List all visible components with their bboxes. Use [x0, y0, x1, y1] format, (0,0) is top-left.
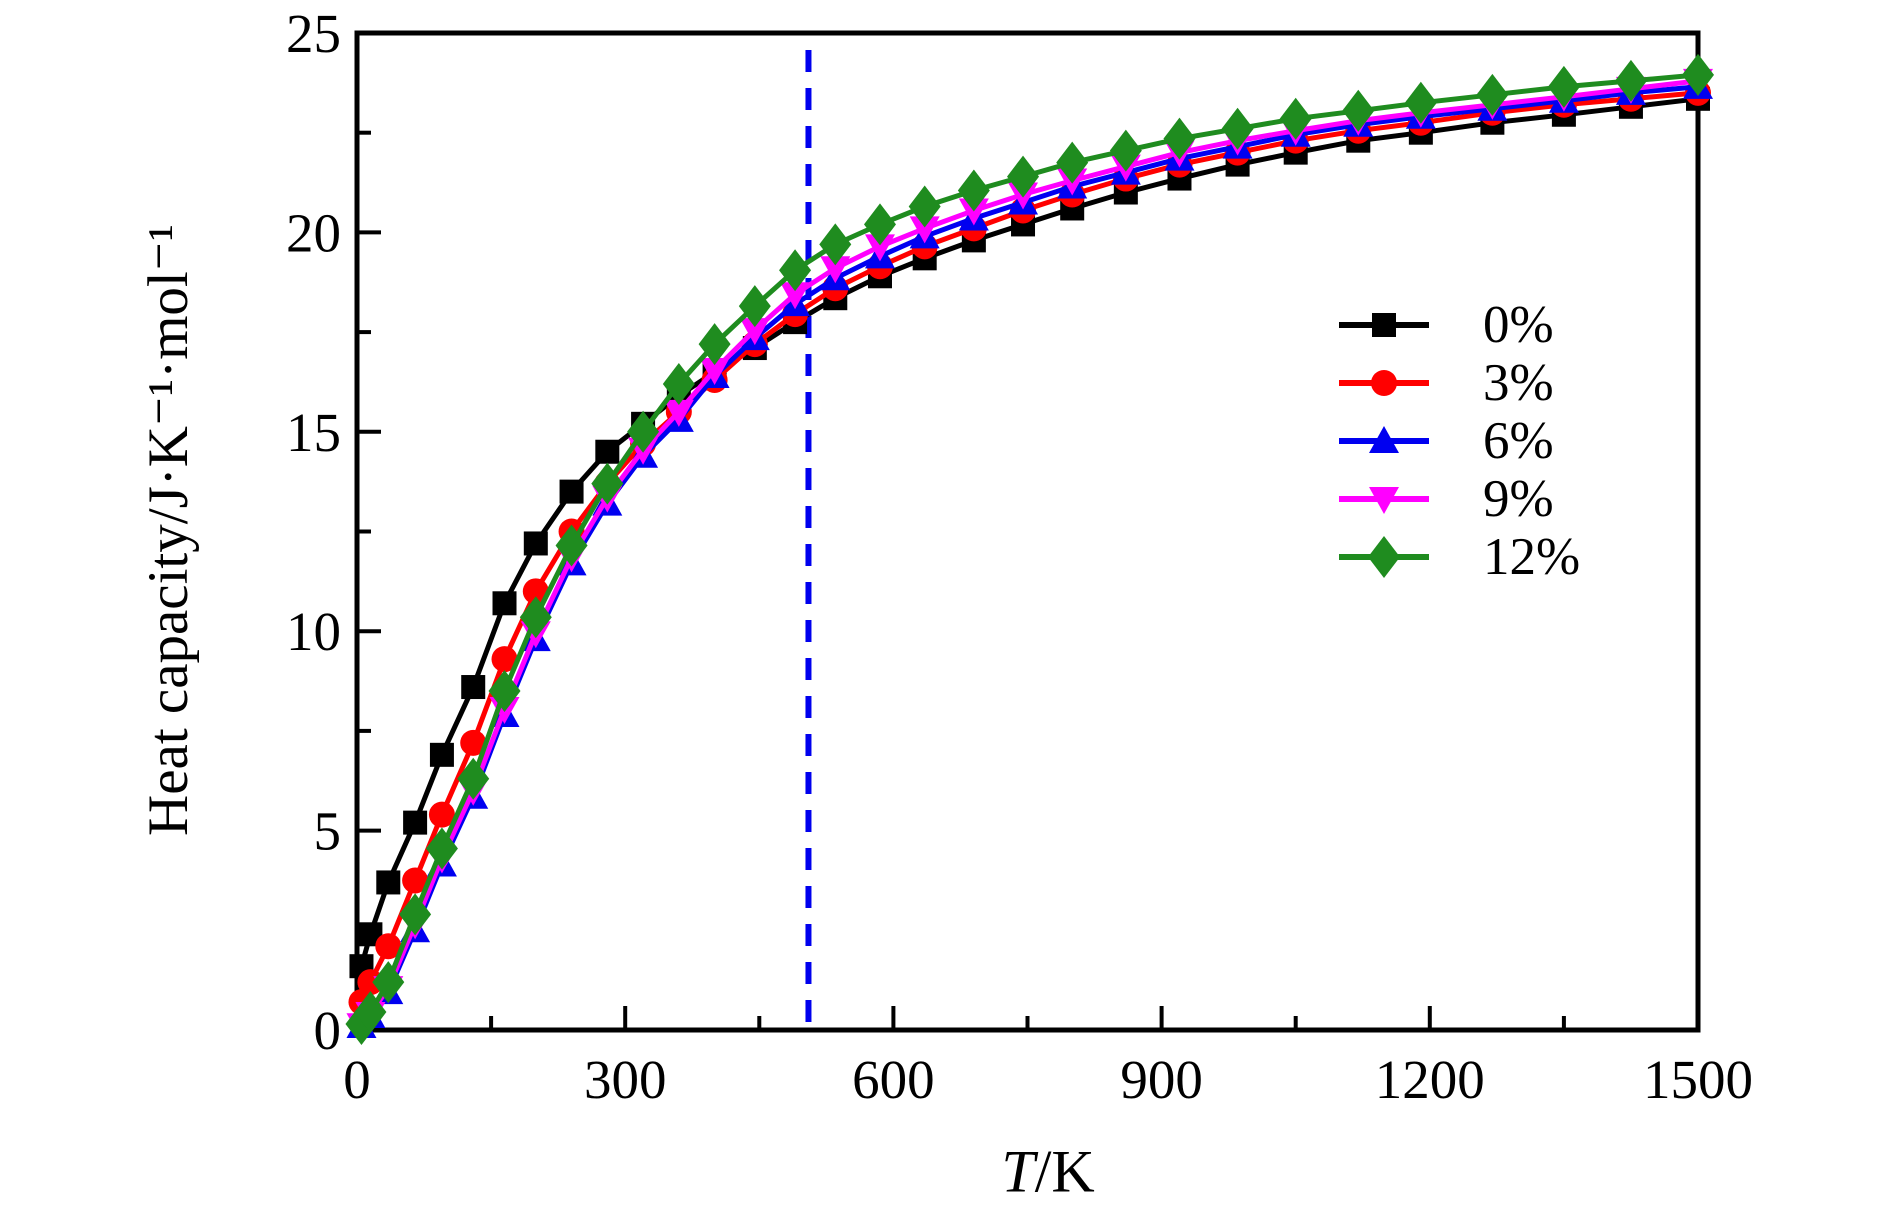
legend-triangle-up-marker-icon — [1337, 412, 1457, 470]
svg-text:900: 900 — [1120, 1049, 1203, 1110]
svg-text:1200: 1200 — [1375, 1049, 1485, 1110]
legend: 0% 3% 6% 9% 12% — [1337, 296, 1580, 586]
svg-text:300: 300 — [584, 1049, 667, 1110]
legend-triangle-down-marker-icon — [1337, 470, 1457, 528]
legend-label: 3% — [1483, 354, 1554, 412]
svg-text:25: 25 — [286, 3, 341, 64]
svg-text:10: 10 — [286, 601, 341, 662]
x-axis-title: T/K — [1001, 1138, 1094, 1207]
legend-item-3pct: 3% — [1337, 354, 1580, 412]
legend-label: 9% — [1483, 470, 1554, 528]
svg-text:15: 15 — [286, 402, 341, 463]
svg-text:600: 600 — [852, 1049, 935, 1110]
legend-label: 6% — [1483, 412, 1554, 470]
svg-text:0: 0 — [343, 1049, 371, 1110]
svg-text:1500: 1500 — [1643, 1049, 1753, 1110]
legend-item-12pct: 12% — [1337, 528, 1580, 586]
y-axis-title: Heat capacity/J·K⁻¹·mol⁻¹ — [137, 224, 200, 836]
legend-label: 12% — [1483, 528, 1581, 586]
svg-text:5: 5 — [314, 801, 342, 862]
legend-label: 0% — [1483, 296, 1554, 354]
legend-item-9pct: 9% — [1337, 470, 1580, 528]
svg-text:20: 20 — [286, 202, 341, 263]
legend-diamond-marker-icon — [1337, 528, 1457, 586]
x-axis-title-variable: T — [1001, 1138, 1035, 1205]
legend-item-6pct: 6% — [1337, 412, 1580, 470]
x-axis-title-unit: /K — [1034, 1138, 1095, 1205]
svg-text:0: 0 — [314, 1000, 342, 1061]
legend-item-0pct: 0% — [1337, 296, 1580, 354]
legend-square-marker-icon — [1337, 296, 1457, 354]
legend-circle-marker-icon — [1337, 354, 1457, 412]
